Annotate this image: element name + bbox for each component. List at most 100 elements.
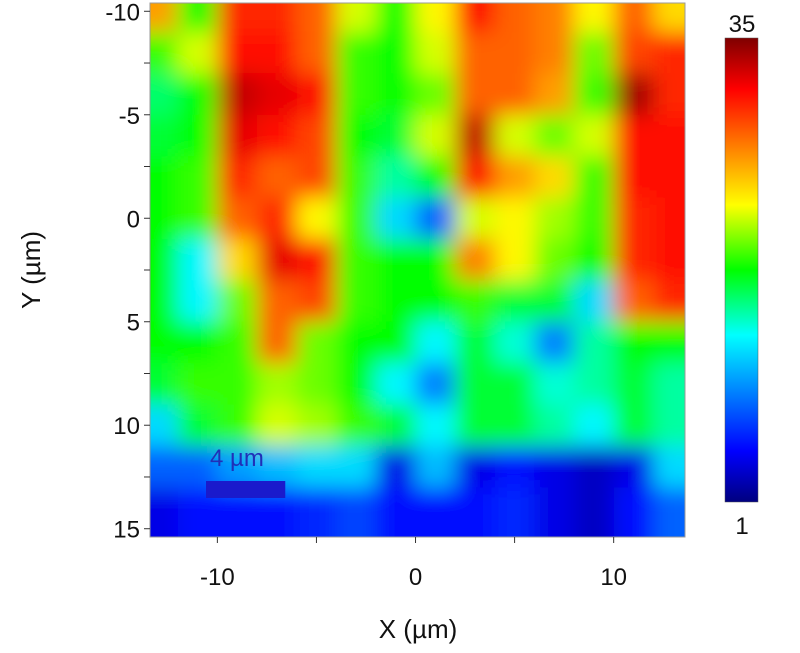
heatmap-cell [336, 31, 377, 74]
heatmap-cell [415, 363, 456, 406]
heatmap-cell [375, 487, 417, 537]
x-tick-label: -10 [200, 564, 235, 591]
heatmap-cell [375, 321, 417, 364]
heatmap-cell [336, 73, 377, 116]
heatmap-cell [150, 156, 179, 199]
heatmap-cell [415, 445, 456, 488]
y-tick-label: 10 [113, 413, 140, 440]
heatmap-cell [534, 31, 575, 74]
heatmap-cell [375, 156, 417, 199]
heatmap-cell [257, 31, 298, 74]
heatmap-cell [494, 3, 535, 33]
heatmap-cell [257, 156, 298, 199]
heatmap-cell [534, 445, 575, 488]
heatmap-cell [455, 445, 496, 488]
heatmap-cell [455, 404, 496, 447]
heatmap-cell [534, 321, 575, 364]
heatmap-cell [494, 73, 535, 116]
heatmap-cell [494, 156, 535, 199]
heatmap-cell [177, 238, 218, 281]
heatmap-cell [574, 73, 615, 116]
heatmap-cell [574, 280, 615, 323]
heatmap-cell [217, 3, 258, 33]
heatmap-cell [257, 73, 298, 116]
y-tick-label: -5 [119, 103, 140, 130]
heatmap-cell [534, 280, 575, 323]
heatmap-cell [336, 238, 377, 281]
heatmap-cell [257, 445, 298, 488]
heatmap-cell [217, 238, 258, 281]
heatmap-cell [217, 445, 258, 488]
heatmap-cell [296, 197, 337, 240]
y-axis-label: Y (µm) [16, 231, 46, 309]
x-tick-label: 0 [409, 564, 422, 591]
heatmap-cell [217, 197, 258, 240]
heatmap-cell [455, 238, 496, 281]
heatmap-cell [336, 363, 377, 406]
heatmap-cell [150, 404, 179, 447]
heatmap-cell [177, 280, 218, 323]
heatmap-cell [296, 445, 337, 488]
heatmap-cell [574, 31, 615, 74]
heatmap-cell [653, 197, 685, 240]
heatmap-cell [494, 114, 535, 157]
heatmap-cell [653, 321, 685, 364]
heatmap-cell [336, 156, 377, 199]
heatmap-cell [177, 363, 218, 406]
y-tick-label: 0 [127, 206, 140, 233]
heatmap-cell [494, 197, 535, 240]
colorbar [724, 37, 759, 503]
heatmap-cell [613, 363, 654, 406]
heatmap-cell [455, 156, 496, 199]
heatmap-cell [296, 404, 337, 447]
heatmap-cell [574, 321, 615, 364]
heatmap-cell [150, 445, 179, 488]
heatmap-cell [150, 280, 179, 323]
heatmap-cell [613, 31, 654, 74]
heatmap-cell [534, 197, 575, 240]
heatmap-cell [296, 280, 337, 323]
heatmap-cell [613, 3, 654, 33]
heatmap-cell [455, 114, 496, 157]
heatmap-cell [296, 321, 337, 364]
heatmap-cell [613, 321, 654, 364]
heatmap-cell [177, 114, 218, 157]
x-axis-label: X (µm) [379, 614, 458, 644]
heatmap-cell [375, 280, 417, 323]
heatmap-cell [613, 114, 654, 157]
heatmap-cell [653, 487, 685, 537]
heatmap-cell [336, 487, 377, 537]
heatmap-cell [336, 3, 377, 33]
heatmap-cell [534, 114, 575, 157]
heatmap-cell [415, 197, 456, 240]
heatmap-cell [574, 156, 615, 199]
scale-bar [206, 481, 286, 498]
heatmap-cell [257, 280, 298, 323]
heatmap-cell [375, 404, 417, 447]
heatmap-cell [653, 238, 685, 281]
heatmap-cell [375, 31, 417, 74]
heatmap-cell [336, 197, 377, 240]
heatmap-cell [217, 363, 258, 406]
heatmap-cell [150, 363, 179, 406]
heatmap-cell [653, 156, 685, 199]
heatmap-cell [574, 445, 615, 488]
heatmap-cell [494, 31, 535, 74]
colorbar-min-label: 1 [735, 513, 748, 540]
heatmap-cell [375, 3, 417, 33]
heatmap-area [150, 3, 685, 537]
heatmap-cell [150, 73, 179, 116]
heatmap-cell [574, 363, 615, 406]
colorbar-max-label: 35 [729, 11, 756, 38]
heatmap-cell [653, 114, 685, 157]
heatmap-cell [177, 31, 218, 74]
heatmap-cell [375, 445, 417, 488]
heatmap-cell [177, 73, 218, 116]
heatmap-cell [217, 280, 258, 323]
heatmap-cell [336, 114, 377, 157]
heatmap-cell [415, 321, 456, 364]
heatmap-cell [217, 114, 258, 157]
heatmap-cell [653, 73, 685, 116]
heatmap-cell [177, 197, 218, 240]
heatmap-cell [613, 445, 654, 488]
